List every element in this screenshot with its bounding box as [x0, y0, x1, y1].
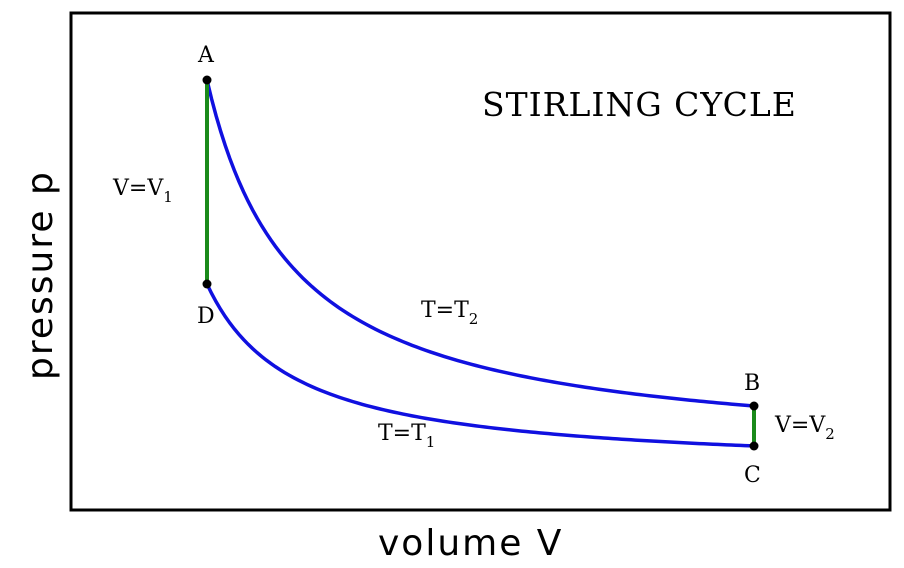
- label-t-equals-t1: T=T1: [378, 421, 435, 451]
- label-t1-main: T=T: [378, 421, 426, 446]
- label-v1-main: V=V: [112, 176, 164, 201]
- isotherm-t2-curve: [205, 79, 755, 408]
- isotherm-t1-curve: [205, 283, 755, 448]
- point-label-c: C: [744, 463, 761, 488]
- label-v2-subscript: 2: [825, 425, 835, 443]
- label-t-equals-t2: T=T2: [421, 298, 478, 328]
- state-point-b: [749, 401, 759, 411]
- label-v2-main: V=V: [774, 413, 826, 438]
- label-v-equals-v1: V=V1: [112, 176, 173, 206]
- state-point-a: [202, 75, 212, 85]
- point-label-b: B: [744, 371, 760, 396]
- plot-frame: [69, 11, 892, 512]
- point-label-a: A: [197, 43, 215, 68]
- state-point-d: [202, 279, 212, 289]
- diagram-title: STIRLING CYCLE: [482, 85, 797, 124]
- label-t1-subscript: 1: [426, 433, 436, 451]
- state-point-c: [749, 441, 759, 451]
- label-t2-main: T=T: [421, 298, 469, 323]
- label-v1-subscript: 1: [163, 188, 173, 206]
- label-v-equals-v2: V=V2: [774, 413, 835, 443]
- y-axis-label: pressure p: [20, 170, 61, 380]
- x-axis-label: volume V: [378, 523, 563, 564]
- point-label-d: D: [197, 304, 215, 329]
- label-t2-subscript: 2: [469, 310, 479, 328]
